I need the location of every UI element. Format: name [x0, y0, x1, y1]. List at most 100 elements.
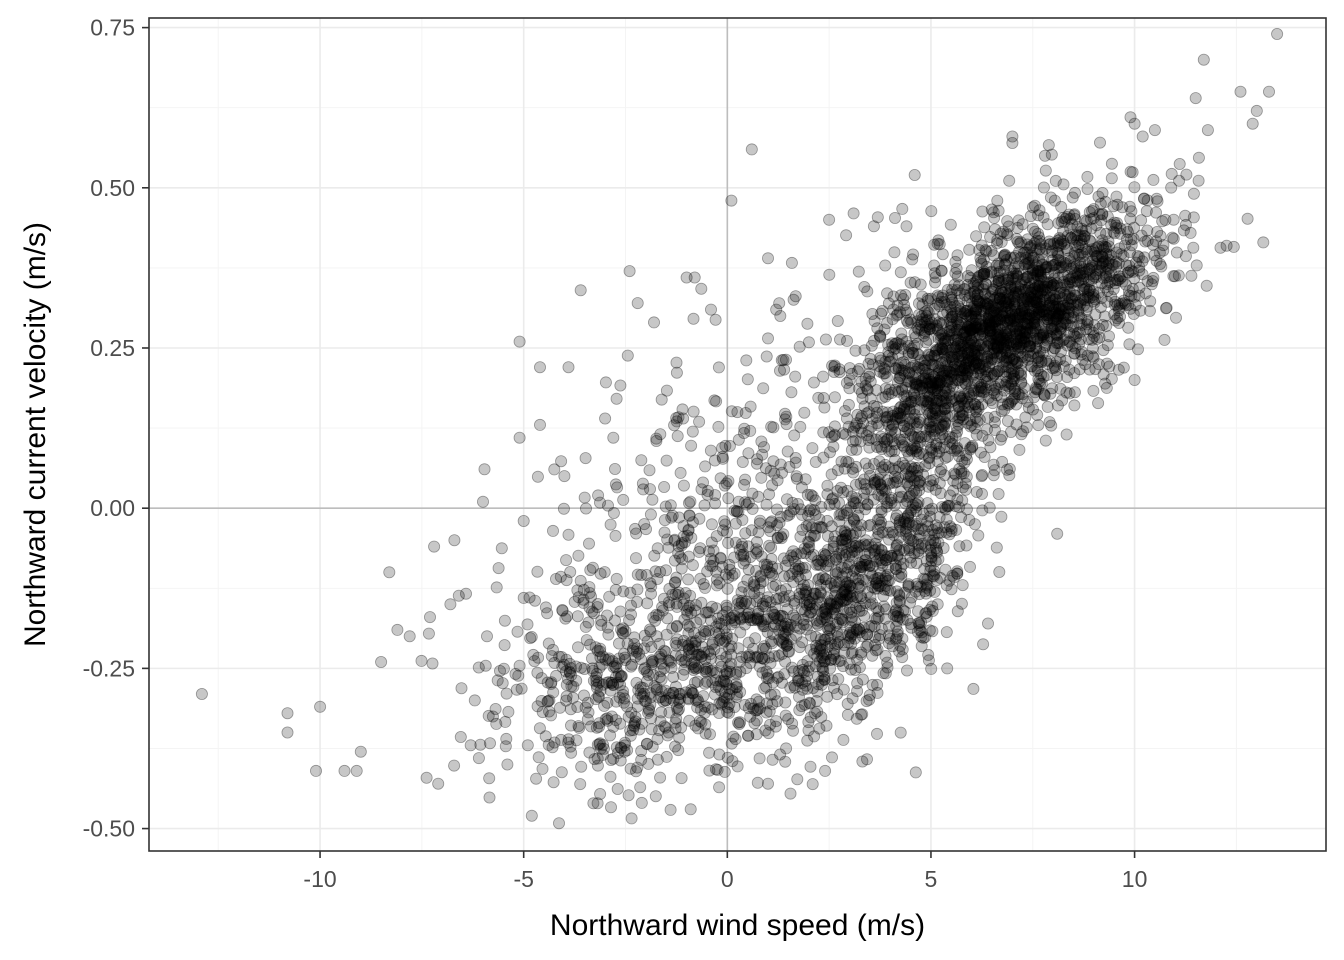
- data-point: [945, 366, 958, 379]
- data-point: [1026, 283, 1039, 296]
- data-point: [938, 420, 951, 433]
- data-point: [1060, 386, 1073, 399]
- data-point: [936, 328, 949, 341]
- data-point: [995, 510, 1008, 523]
- data-point: [1051, 320, 1064, 333]
- data-point: [1220, 239, 1233, 252]
- data-point: [1021, 271, 1034, 284]
- data-point: [426, 657, 439, 670]
- data-point: [743, 649, 756, 662]
- data-point: [1133, 264, 1146, 277]
- data-point: [403, 630, 416, 643]
- data-point: [1033, 302, 1046, 315]
- data-point: [1003, 351, 1016, 364]
- data-point: [1012, 260, 1025, 273]
- data-point: [1052, 310, 1065, 323]
- data-point: [926, 316, 939, 329]
- data-point: [935, 264, 948, 277]
- data-point: [1100, 381, 1113, 394]
- data-point: [1054, 308, 1067, 321]
- data-point: [1271, 27, 1284, 40]
- data-point: [1032, 269, 1045, 282]
- data-point: [980, 268, 993, 281]
- data-point: [1068, 209, 1081, 222]
- data-point: [1052, 253, 1065, 266]
- data-point: [1080, 318, 1093, 331]
- data-point: [1114, 227, 1127, 240]
- data-point: [1116, 201, 1129, 214]
- data-point: [1026, 317, 1039, 330]
- data-point: [1020, 323, 1033, 336]
- data-point: [936, 343, 949, 356]
- data-point: [623, 265, 636, 278]
- data-point: [890, 309, 903, 322]
- data-point: [725, 737, 738, 750]
- data-point: [941, 359, 954, 372]
- data-point: [979, 277, 992, 290]
- data-point: [674, 466, 687, 479]
- data-point: [729, 681, 742, 694]
- data-point: [953, 411, 966, 424]
- data-point: [582, 616, 595, 629]
- data-point: [828, 642, 841, 655]
- data-point: [1048, 359, 1061, 372]
- data-point: [845, 637, 858, 650]
- data-point: [541, 607, 554, 620]
- data-point: [1009, 282, 1022, 295]
- data-point: [531, 565, 544, 578]
- data-point: [1002, 361, 1015, 374]
- data-point: [780, 353, 793, 366]
- data-point: [878, 323, 891, 336]
- data-point: [860, 695, 873, 708]
- data-point: [963, 334, 976, 347]
- data-point: [1032, 351, 1045, 364]
- data-point: [1028, 391, 1041, 404]
- data-point: [1016, 304, 1029, 317]
- data-point: [1013, 330, 1026, 343]
- data-point: [693, 545, 706, 558]
- data-point: [517, 591, 530, 604]
- data-point: [1011, 312, 1024, 325]
- data-point: [712, 420, 725, 433]
- data-point: [711, 763, 724, 776]
- data-point: [923, 504, 936, 517]
- data-point: [948, 363, 961, 376]
- data-point: [498, 614, 511, 627]
- data-point: [814, 633, 827, 646]
- data-point: [497, 662, 510, 675]
- data-point: [994, 227, 1007, 240]
- data-point: [923, 313, 936, 326]
- data-point: [693, 648, 706, 661]
- data-point: [1090, 258, 1103, 271]
- data-point: [982, 302, 995, 315]
- data-point: [605, 801, 618, 814]
- data-point: [1099, 195, 1112, 208]
- data-point: [1037, 211, 1050, 224]
- data-point: [973, 296, 986, 309]
- data-point: [705, 536, 718, 549]
- data-point: [476, 495, 489, 508]
- data-point: [1116, 270, 1129, 283]
- data-point: [533, 722, 546, 735]
- data-point: [1057, 234, 1070, 247]
- data-point: [851, 653, 864, 666]
- data-point: [957, 283, 970, 296]
- data-point: [641, 738, 654, 751]
- data-point: [1150, 254, 1163, 267]
- data-point: [996, 293, 1009, 306]
- data-point: [956, 579, 969, 592]
- data-point: [931, 344, 944, 357]
- data-point: [580, 502, 593, 515]
- data-point: [791, 773, 804, 786]
- data-point: [842, 398, 855, 411]
- data-point: [1067, 258, 1080, 271]
- data-point: [1045, 419, 1058, 432]
- data-point: [1051, 336, 1064, 349]
- data-point: [907, 248, 920, 261]
- data-point: [634, 781, 647, 794]
- data-point: [1039, 339, 1052, 352]
- data-point: [531, 470, 544, 483]
- data-point: [992, 276, 1005, 289]
- data-point: [686, 559, 699, 572]
